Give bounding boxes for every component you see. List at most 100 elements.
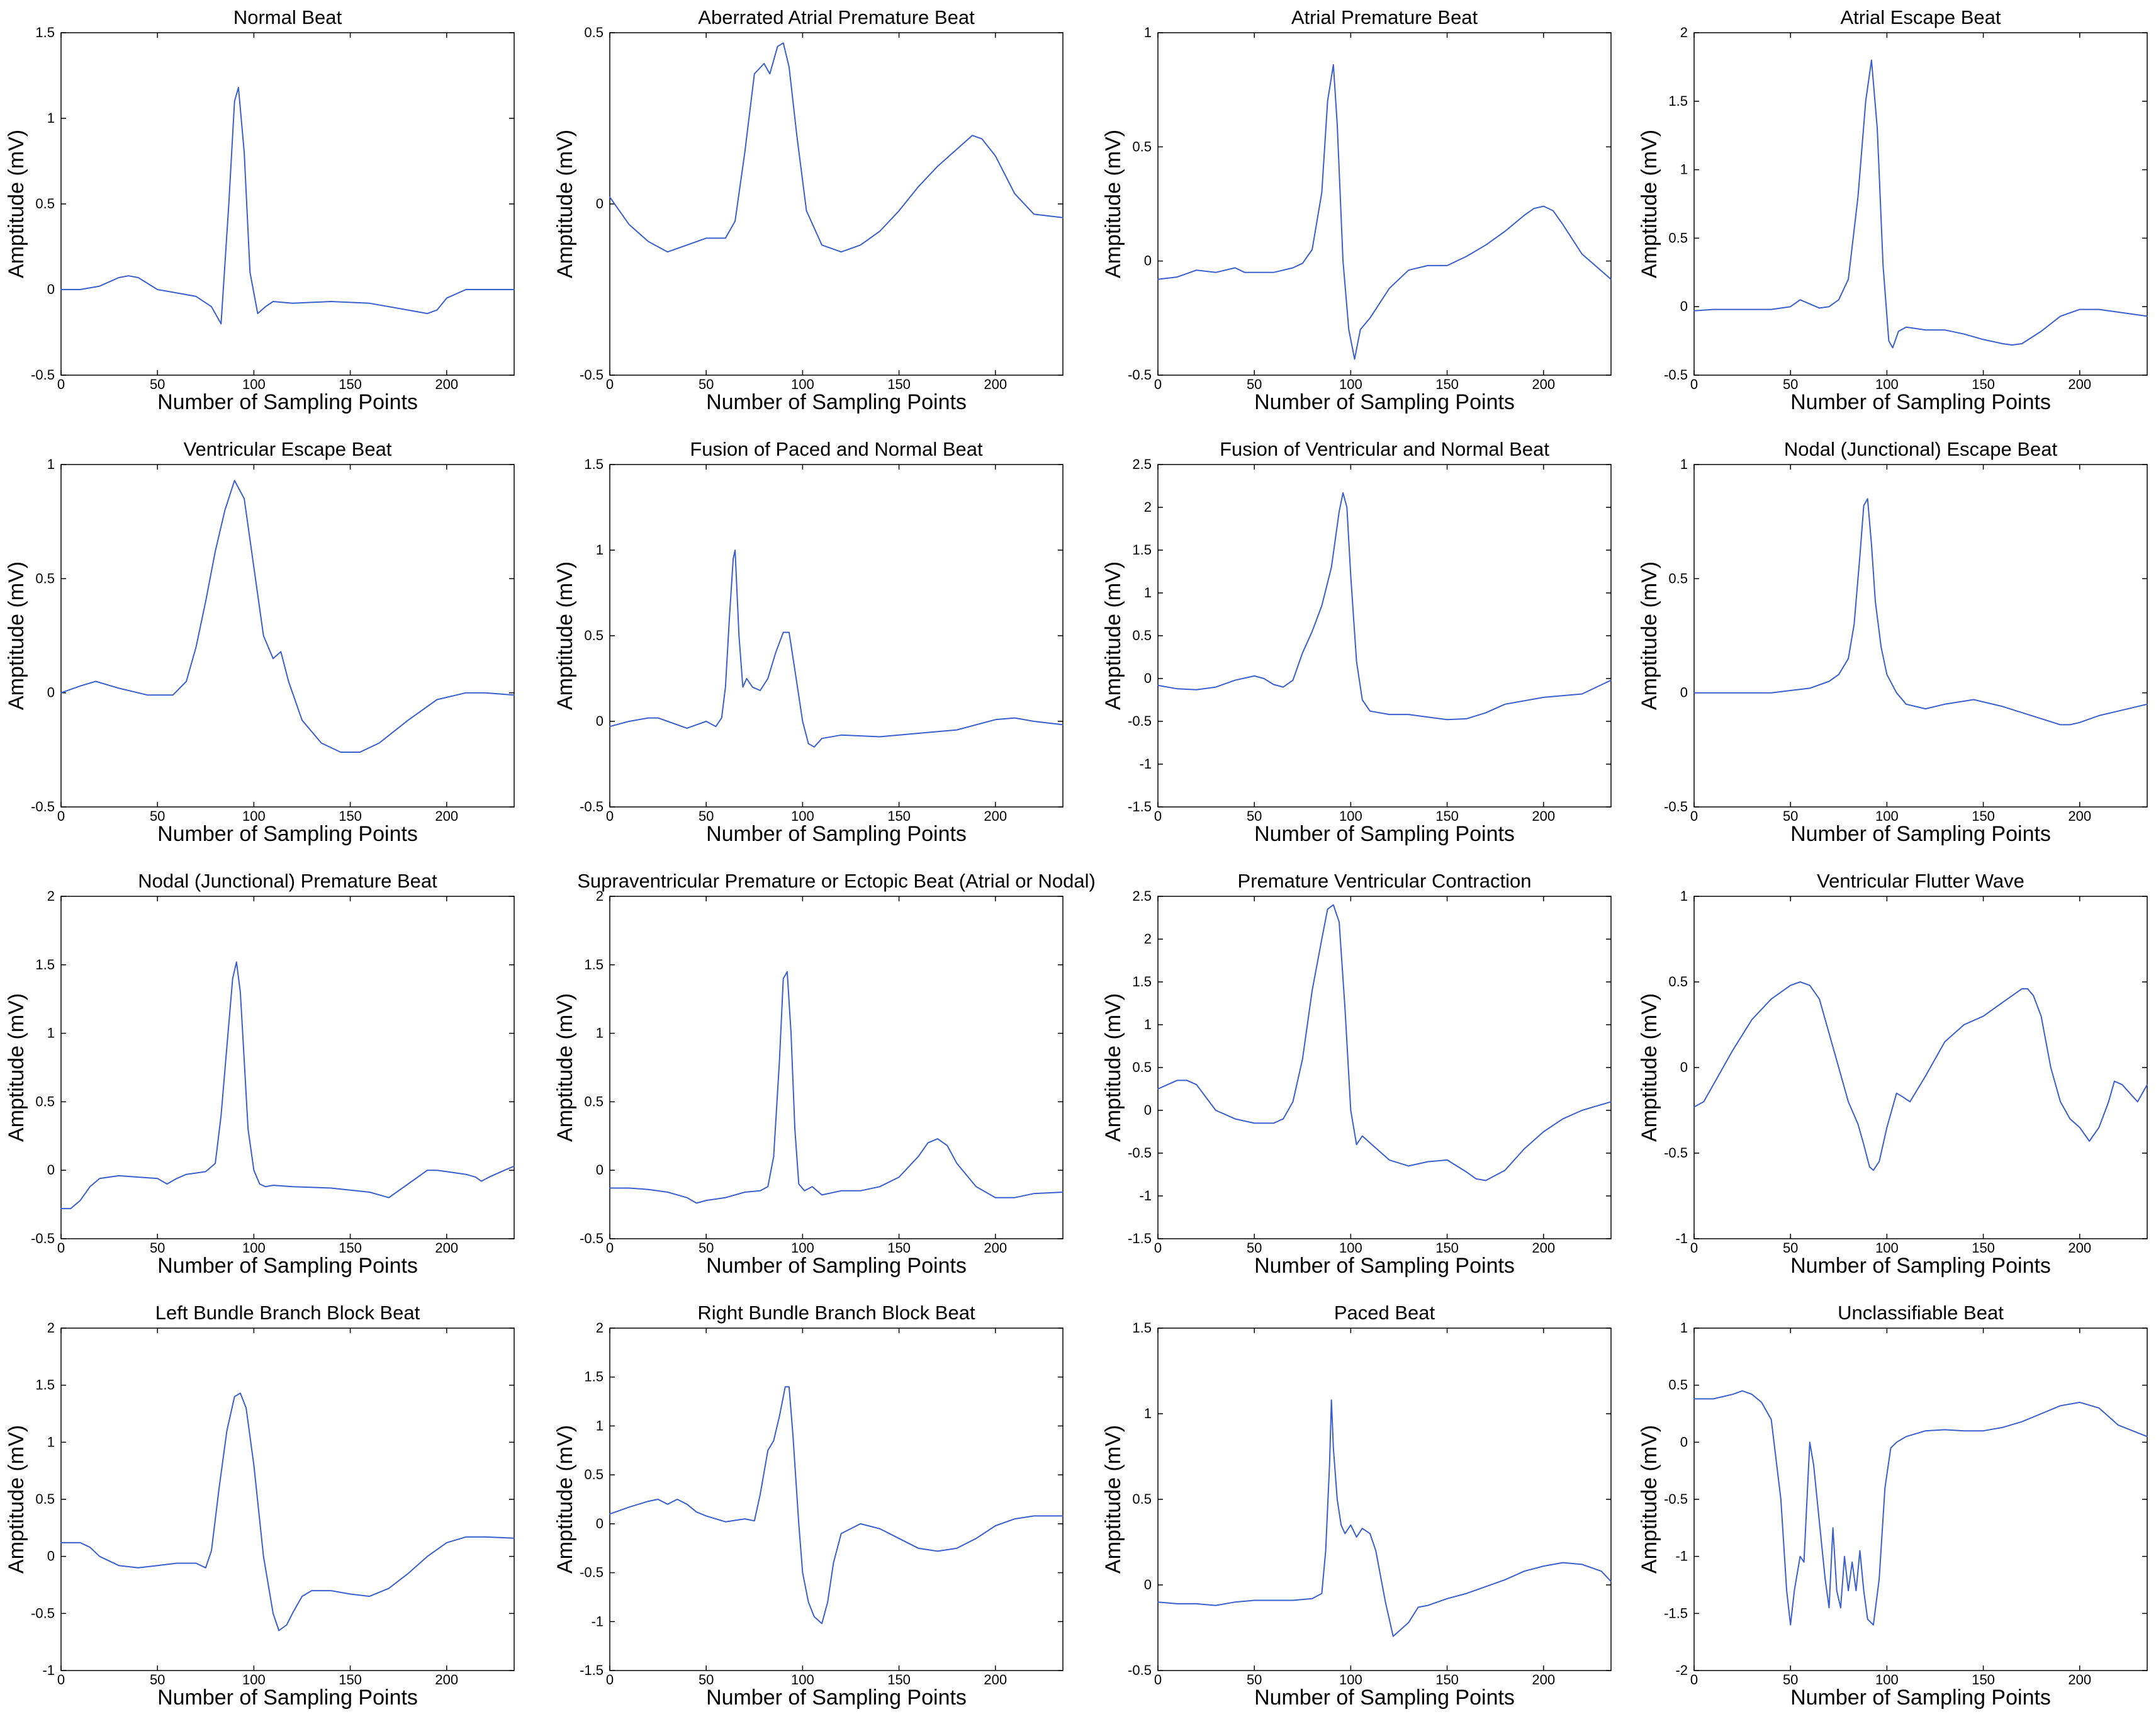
- y-tick-label: 1: [47, 1434, 55, 1450]
- y-tick-label: -1: [1675, 1231, 1688, 1246]
- plot-frame: [60, 464, 515, 808]
- y-tick-label: 1: [47, 456, 55, 472]
- x-axis-label: Number of Sampling Points: [1790, 390, 2051, 414]
- y-tick-label: 1.5: [584, 456, 604, 472]
- chart-title: Aberrated Atrial Premature Beat: [698, 6, 975, 28]
- y-axis-label: Amptitude (mV): [553, 130, 577, 278]
- plot-frame: [1693, 1327, 2148, 1671]
- chart-title: Normal Beat: [233, 6, 342, 28]
- x-tick-label: 100: [1875, 1240, 1899, 1256]
- x-axis-label: Number of Sampling Points: [706, 822, 967, 846]
- chart-title: Supraventricular Premature or Ectopic Be…: [577, 870, 1096, 892]
- ecg-panel: Unclassifiable Beat Number of Sampling Po…: [1637, 1302, 2148, 1710]
- x-axis-label: Number of Sampling Points: [157, 1254, 418, 1278]
- ecg-waveform-line: [1693, 1390, 2148, 1626]
- y-tick-label: 2.5: [1132, 888, 1152, 904]
- chart-title: Atrial Premature Beat: [1291, 6, 1478, 28]
- ecg-panel: Atrial Escape Beat Number of Sampling Poi…: [1637, 6, 2148, 414]
- x-tick-label: 50: [1783, 1240, 1798, 1256]
- x-tick-label: 0: [1690, 808, 1698, 824]
- y-tick-label: 0: [1680, 1059, 1688, 1075]
- x-axis-label: Number of Sampling Points: [1254, 1254, 1515, 1278]
- y-tick-label: 1: [47, 1025, 55, 1041]
- x-tick-label: 50: [699, 376, 714, 392]
- x-tick-label: 100: [791, 1672, 814, 1688]
- plot-frame: [609, 1327, 1064, 1671]
- x-tick-label: 150: [1435, 1672, 1459, 1688]
- x-tick-label: 100: [1875, 1672, 1899, 1688]
- plot-frame: [609, 32, 1064, 376]
- y-axis-label: Amptitude (mV): [1637, 130, 1661, 278]
- y-tick-label: 0.5: [1132, 1059, 1152, 1075]
- x-tick-label: 200: [435, 1672, 458, 1688]
- y-tick-label: 0.5: [35, 1093, 55, 1109]
- chart-title: Right Bundle Branch Block Beat: [697, 1302, 975, 1324]
- ecg-waveform-line: [1157, 492, 1612, 721]
- ecg-panel: Premature Ventricular Contraction Number …: [1101, 870, 1612, 1278]
- x-axis-label: Number of Sampling Points: [706, 1686, 967, 1710]
- y-tick-label: 0: [47, 281, 55, 297]
- chart-title: Nodal (Junctional) Escape Beat: [1784, 438, 2058, 460]
- y-tick-label: 0.5: [1668, 974, 1688, 989]
- y-tick-label: -0.5: [1128, 1662, 1152, 1678]
- y-tick-label: 0.5: [1132, 138, 1152, 154]
- ecg-panel: Left Bundle Branch Block Beat Number of S…: [4, 1302, 515, 1710]
- y-tick-label: 2: [47, 888, 55, 904]
- y-tick-label: -1.5: [1664, 1605, 1688, 1621]
- x-tick-label: 0: [57, 376, 65, 392]
- x-tick-label: 150: [1972, 376, 1995, 392]
- y-tick-label: -1: [42, 1662, 55, 1678]
- y-tick-label: -1.5: [1128, 799, 1152, 814]
- x-tick-label: 50: [1783, 1672, 1798, 1688]
- y-axis-label: Amptitude (mV): [1101, 993, 1125, 1142]
- y-axis-label: Amptitude (mV): [4, 1425, 28, 1574]
- x-tick-label: 50: [150, 376, 165, 392]
- x-axis-label: Number of Sampling Points: [1790, 822, 2051, 846]
- y-tick-label: 0: [1680, 298, 1688, 314]
- x-axis-label: Number of Sampling Points: [157, 822, 418, 846]
- ecg-panel: Nodal (Junctional) Premature Beat Number …: [4, 870, 515, 1278]
- chart-title: Fusion of Ventricular and Normal Beat: [1220, 438, 1549, 460]
- x-tick-label: 50: [1247, 1672, 1262, 1688]
- y-tick-label: -1: [1675, 1548, 1688, 1564]
- x-axis-label: Number of Sampling Points: [157, 390, 418, 414]
- x-tick-label: 0: [57, 1240, 65, 1256]
- y-tick-label: 0.5: [584, 25, 604, 40]
- x-tick-label: 100: [1875, 376, 1899, 392]
- ecg-waveform-line: [60, 480, 515, 753]
- y-tick-label: 0: [1144, 1102, 1152, 1118]
- y-tick-label: -0.5: [1128, 1145, 1152, 1161]
- y-axis-label: Amptitude (mV): [1637, 561, 1661, 710]
- y-tick-label: -0.5: [1664, 1145, 1688, 1161]
- chart-title: Atrial Escape Beat: [1840, 6, 2001, 28]
- y-tick-label: 1.5: [1132, 1320, 1152, 1336]
- x-tick-label: 200: [435, 808, 458, 824]
- x-tick-label: 100: [1339, 1672, 1362, 1688]
- ecg-panel: Supraventricular Premature or Ectopic Be…: [553, 870, 1096, 1278]
- y-tick-label: 2: [1144, 931, 1152, 947]
- x-tick-label: 50: [150, 1240, 165, 1256]
- plot-frame: [1157, 32, 1612, 376]
- y-tick-label: -0.5: [580, 799, 604, 814]
- y-tick-label: -0.5: [1664, 799, 1688, 814]
- plot-frame: [60, 32, 515, 376]
- x-tick-label: 50: [699, 1240, 714, 1256]
- x-tick-label: 100: [791, 808, 814, 824]
- x-tick-label: 150: [1972, 808, 1995, 824]
- chart-title: Ventricular Flutter Wave: [1817, 870, 2024, 892]
- x-axis-label: Number of Sampling Points: [706, 390, 967, 414]
- y-axis-label: Amptitude (mV): [4, 993, 28, 1142]
- x-tick-label: 200: [984, 808, 1007, 824]
- y-tick-label: 1: [1680, 456, 1688, 472]
- y-axis-label: Amptitude (mV): [4, 561, 28, 710]
- x-tick-label: 150: [339, 1672, 362, 1688]
- y-tick-label: -0.5: [580, 367, 604, 383]
- ecg-waveform-line: [609, 1386, 1064, 1625]
- x-tick-label: 200: [1532, 808, 1555, 824]
- y-tick-label: -0.5: [1664, 367, 1688, 383]
- x-tick-label: 100: [791, 376, 814, 392]
- x-axis-label: Number of Sampling Points: [1254, 1686, 1515, 1710]
- x-tick-label: 150: [1435, 376, 1459, 392]
- chart-title: Ventricular Escape Beat: [184, 438, 392, 460]
- y-tick-label: 1: [47, 110, 55, 126]
